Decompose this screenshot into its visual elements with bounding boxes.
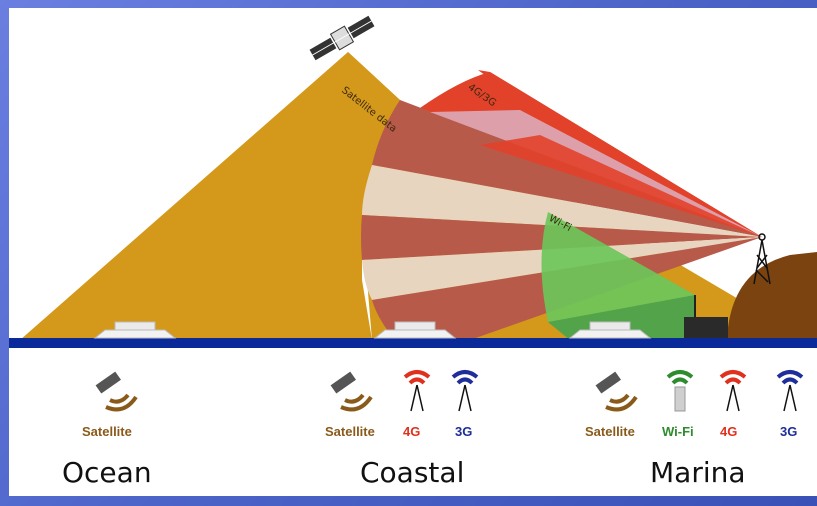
satellite-signal-icon — [330, 371, 373, 412]
ocean-satellite-label: Satellite — [82, 424, 132, 439]
zone-title-ocean: Ocean — [62, 456, 152, 489]
cellular-fan-red-2 — [480, 135, 762, 237]
3g-tower-icon — [776, 370, 804, 412]
sea-surface — [9, 338, 817, 348]
boat-ocean — [93, 321, 177, 339]
satellite-signal-icon — [595, 371, 638, 412]
4g-tower-icon — [403, 370, 431, 412]
boat-coastal — [373, 321, 457, 339]
cellular-fan-2 — [362, 165, 762, 237]
cell-tower-icon — [753, 233, 771, 285]
zone-title-marina: Marina — [650, 456, 746, 489]
wifi-router-icon — [666, 370, 694, 412]
coastal-3g-label: 3G — [455, 424, 473, 439]
marina-4g-label: 4G — [720, 424, 738, 439]
coastal-4g-label: 4G — [403, 424, 421, 439]
4g-tower-icon — [719, 370, 747, 412]
harbor-building — [684, 317, 728, 339]
marina-satellite-label: Satellite — [585, 424, 635, 439]
cellular-fan-top — [478, 70, 762, 237]
zone-title-coastal: Coastal — [360, 456, 465, 489]
3g-tower-icon — [451, 370, 479, 412]
wifi-fan-dark — [548, 295, 695, 340]
marina-wifi-label: Wi-Fi — [662, 424, 694, 439]
satellite-signal-icon — [95, 371, 138, 412]
coastline-hill — [727, 252, 817, 340]
marina-3g-label: 3G — [780, 424, 798, 439]
satellite-coverage-beam — [20, 52, 400, 340]
boat-marina — [568, 321, 652, 339]
coastal-satellite-label: Satellite — [325, 424, 375, 439]
satellite-icon — [309, 15, 375, 61]
